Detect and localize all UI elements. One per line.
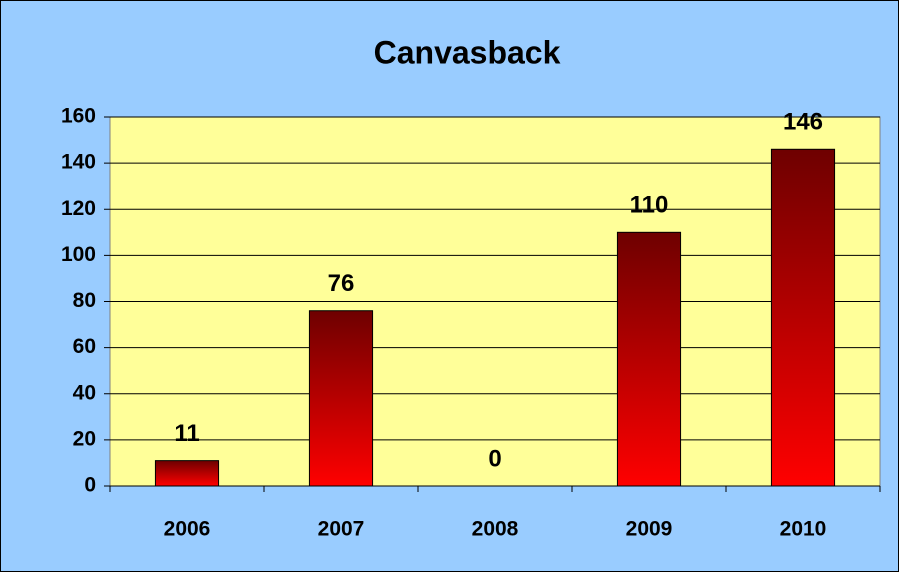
bar <box>154 460 220 487</box>
bar <box>770 148 836 487</box>
x-tick-label: 2009 <box>626 518 673 541</box>
y-tick-label: 160 <box>61 105 96 128</box>
y-tick-label: 120 <box>61 197 96 220</box>
data-label: 0 <box>488 445 501 472</box>
bar <box>308 310 374 487</box>
data-label: 11 <box>174 420 199 447</box>
data-label: 146 <box>783 109 823 136</box>
data-label: 110 <box>630 192 669 219</box>
x-tick-label: 2007 <box>318 518 365 541</box>
x-tick-label: 2008 <box>472 518 519 541</box>
x-tick-label: 2006 <box>164 518 211 541</box>
y-tick-label: 140 <box>61 151 96 174</box>
chart-title: Canvasback <box>374 34 561 70</box>
y-tick-label: 20 <box>73 427 96 450</box>
data-label: 76 <box>328 270 355 297</box>
y-tick-label: 60 <box>73 335 96 358</box>
y-tick-label: 100 <box>61 243 96 266</box>
y-tick-label: 80 <box>73 289 96 312</box>
bar <box>616 231 682 487</box>
x-tick-label: 2010 <box>780 518 827 541</box>
y-tick-label: 40 <box>73 381 96 404</box>
y-tick-label: 0 <box>84 474 96 497</box>
